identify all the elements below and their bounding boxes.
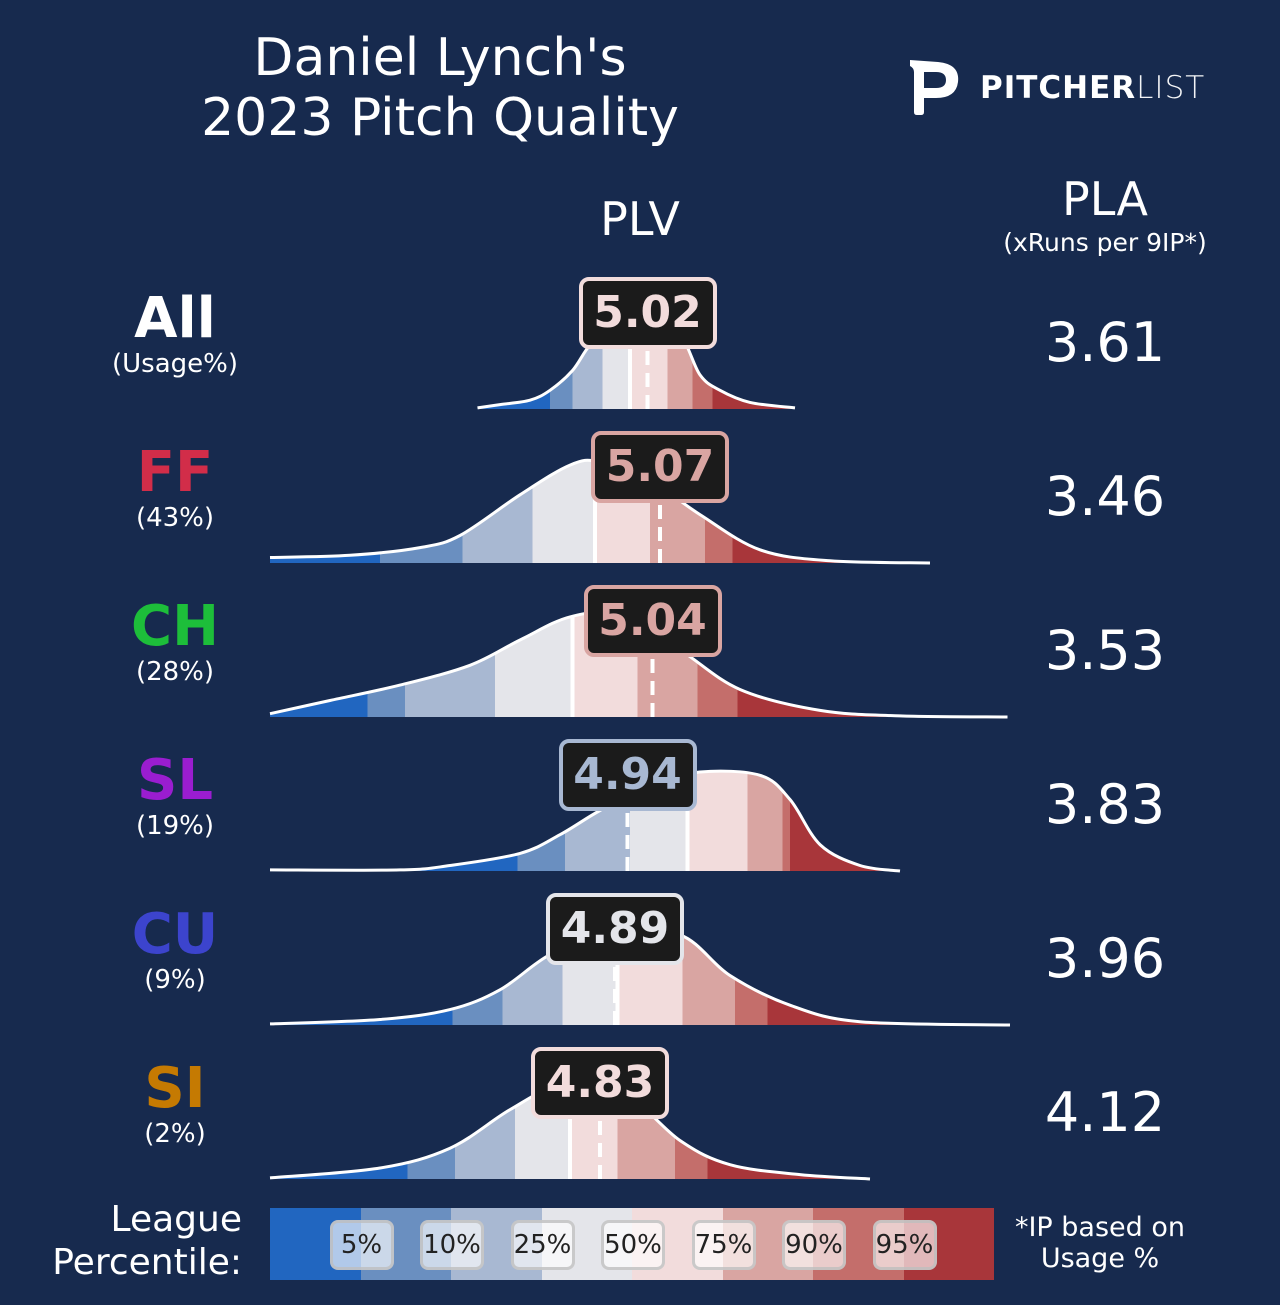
- pitch-label: SI: [144, 1056, 206, 1121]
- plv-value-box: 5.04: [583, 585, 722, 657]
- chart-title: Daniel Lynch's 2023 Pitch Quality: [140, 28, 740, 148]
- legend-tick: 5%: [329, 1220, 394, 1270]
- plv-value-box: 4.94: [558, 739, 697, 811]
- plv-value-box: 5.02: [578, 277, 717, 349]
- percentile-band: [477, 320, 550, 409]
- pitch-usage: (9%): [144, 965, 206, 995]
- percentile-band: [270, 771, 518, 871]
- pitch-label: SL: [136, 748, 213, 813]
- percentile-band: [737, 611, 1008, 717]
- legend-tick: 90%: [782, 1220, 846, 1270]
- title-line-2: 2023 Pitch Quality: [201, 88, 679, 148]
- pla-value: 4.12: [1044, 1081, 1166, 1144]
- pla-value: 3.46: [1044, 465, 1166, 528]
- percentile-band: [675, 1082, 708, 1179]
- legend-tick: 50%: [601, 1220, 665, 1270]
- percentile-band: [405, 611, 495, 717]
- percentile-band: [732, 460, 930, 563]
- legend-tick: 95%: [872, 1220, 937, 1270]
- pla-subheader: (xRuns per 9IP*): [1003, 228, 1207, 257]
- legend-tick: 75%: [691, 1220, 756, 1270]
- logo-wordmark: PITCHERLIST: [980, 70, 1205, 106]
- footnote-line-1: *IP based on: [1014, 1212, 1186, 1243]
- plv-value-box: 4.83: [531, 1047, 669, 1119]
- pitch-usage: (Usage%): [111, 349, 238, 379]
- pitcherlist-logo: PITCHERLIST: [908, 58, 1228, 118]
- percentile-band: [707, 1082, 870, 1179]
- pitch-label: All: [134, 286, 216, 351]
- pla-value: 3.96: [1044, 927, 1166, 990]
- percentile-band: [735, 928, 768, 1025]
- logo-light: LIST: [1136, 70, 1206, 106]
- plv-value-box: 4.89: [546, 893, 684, 965]
- pla-value: 3.83: [1044, 773, 1166, 836]
- percentile-band: [462, 460, 533, 563]
- title-line-1: Daniel Lynch's: [253, 28, 627, 88]
- percentile-band: [782, 771, 790, 871]
- percentile-band: [270, 1082, 408, 1179]
- legend-tick: 10%: [420, 1220, 484, 1270]
- density-outline: [269, 458, 931, 565]
- pitcherlist-p-icon: [910, 60, 959, 115]
- percentile-band: [380, 460, 463, 563]
- percentile-band: [767, 928, 1010, 1025]
- percentile-band: [270, 928, 453, 1025]
- percentile-band: [452, 928, 503, 1025]
- legend-label-line-2: Percentile:: [52, 1242, 242, 1283]
- percentile-band: [790, 771, 900, 871]
- pitch-usage: (28%): [135, 657, 215, 687]
- percentile-band: [367, 611, 405, 717]
- percentile-band: [495, 611, 573, 717]
- plv-header: PLV: [600, 192, 680, 246]
- footnote: *IP based on Usage %: [1000, 1212, 1200, 1274]
- pla-value: 3.53: [1044, 619, 1166, 682]
- percentile-band: [687, 771, 748, 871]
- logo-bold: PITCHER: [980, 70, 1137, 106]
- legend-label: League Percentile:: [20, 1198, 242, 1284]
- percentile-band: [532, 460, 595, 563]
- percentile-band: [682, 928, 735, 1025]
- pitch-usage: (19%): [135, 811, 215, 841]
- pla-value: 3.61: [1044, 311, 1166, 374]
- pitch-label: FF: [136, 440, 214, 505]
- legend-label-line-1: League: [110, 1199, 242, 1240]
- percentile-band: [747, 771, 783, 871]
- pitch-usage: (2%): [144, 1119, 206, 1149]
- pitch-usage: (43%): [135, 503, 215, 533]
- footnote-line-2: Usage %: [1040, 1243, 1160, 1274]
- pla-header: PLA: [1062, 172, 1148, 226]
- plv-value-box: 5.07: [591, 431, 729, 503]
- pitch-label: CH: [131, 594, 219, 659]
- percentile-band: [712, 320, 795, 409]
- legend-tick: 25%: [510, 1220, 575, 1270]
- pitch-label: CU: [131, 902, 219, 967]
- percentile-band: [407, 1082, 455, 1179]
